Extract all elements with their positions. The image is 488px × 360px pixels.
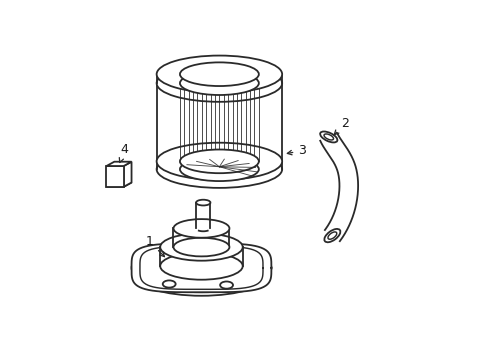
Ellipse shape — [160, 233, 242, 261]
Ellipse shape — [180, 149, 258, 173]
Ellipse shape — [324, 134, 333, 140]
Text: 4: 4 — [119, 143, 128, 162]
Ellipse shape — [220, 282, 233, 289]
Ellipse shape — [180, 71, 258, 95]
Polygon shape — [106, 166, 123, 187]
Ellipse shape — [320, 131, 337, 143]
Ellipse shape — [156, 150, 282, 188]
Ellipse shape — [156, 143, 282, 180]
Ellipse shape — [173, 238, 229, 256]
Ellipse shape — [180, 62, 258, 86]
Polygon shape — [106, 183, 131, 187]
Ellipse shape — [327, 232, 336, 239]
Ellipse shape — [324, 229, 340, 242]
Ellipse shape — [156, 64, 282, 102]
Text: 3: 3 — [287, 144, 305, 157]
Ellipse shape — [163, 280, 175, 288]
Ellipse shape — [173, 219, 229, 238]
Ellipse shape — [133, 253, 269, 296]
Ellipse shape — [156, 55, 282, 93]
Ellipse shape — [160, 252, 242, 280]
Ellipse shape — [196, 200, 210, 206]
Polygon shape — [320, 133, 357, 241]
Polygon shape — [123, 162, 131, 187]
Polygon shape — [131, 243, 271, 292]
Polygon shape — [106, 162, 131, 166]
Text: 1: 1 — [145, 235, 164, 257]
Text: 2: 2 — [333, 117, 348, 135]
Ellipse shape — [131, 243, 271, 292]
Ellipse shape — [180, 157, 258, 181]
